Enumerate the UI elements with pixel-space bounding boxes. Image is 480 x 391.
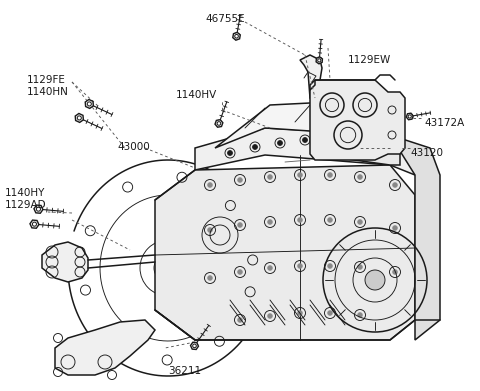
Text: 1140HY: 1140HY bbox=[5, 188, 46, 198]
Polygon shape bbox=[340, 140, 400, 165]
Polygon shape bbox=[300, 55, 322, 98]
Circle shape bbox=[238, 222, 242, 228]
Text: 46755E: 46755E bbox=[205, 14, 245, 24]
FancyBboxPatch shape bbox=[385, 134, 395, 146]
Circle shape bbox=[277, 140, 283, 145]
Circle shape bbox=[318, 59, 321, 62]
Circle shape bbox=[377, 136, 383, 140]
Text: 1129EW: 1129EW bbox=[348, 55, 391, 65]
Circle shape bbox=[77, 116, 81, 120]
Circle shape bbox=[238, 178, 242, 183]
Circle shape bbox=[327, 136, 333, 140]
Polygon shape bbox=[195, 128, 415, 175]
Circle shape bbox=[298, 264, 302, 269]
Circle shape bbox=[396, 140, 400, 145]
Text: 43120: 43120 bbox=[410, 148, 443, 158]
Polygon shape bbox=[310, 80, 405, 160]
Polygon shape bbox=[316, 57, 323, 64]
Circle shape bbox=[267, 314, 273, 319]
FancyBboxPatch shape bbox=[355, 134, 365, 146]
Text: 43172A: 43172A bbox=[424, 118, 464, 128]
Polygon shape bbox=[34, 205, 43, 213]
FancyBboxPatch shape bbox=[340, 139, 350, 151]
Circle shape bbox=[207, 276, 213, 280]
Circle shape bbox=[327, 264, 333, 269]
Circle shape bbox=[87, 102, 91, 106]
Circle shape bbox=[327, 217, 333, 222]
Polygon shape bbox=[155, 165, 415, 340]
FancyBboxPatch shape bbox=[63, 343, 109, 365]
Polygon shape bbox=[75, 113, 84, 122]
Polygon shape bbox=[42, 242, 88, 282]
Text: 1129FE: 1129FE bbox=[27, 75, 66, 85]
Text: 1129AD: 1129AD bbox=[5, 200, 47, 210]
Circle shape bbox=[207, 228, 213, 233]
Circle shape bbox=[36, 207, 40, 211]
Circle shape bbox=[327, 310, 333, 316]
Circle shape bbox=[365, 270, 385, 290]
Polygon shape bbox=[85, 99, 94, 108]
Polygon shape bbox=[215, 120, 223, 127]
Circle shape bbox=[358, 174, 362, 179]
Text: 43000: 43000 bbox=[117, 142, 150, 152]
Polygon shape bbox=[406, 113, 413, 120]
Circle shape bbox=[408, 115, 411, 118]
Circle shape bbox=[235, 34, 239, 38]
Polygon shape bbox=[30, 220, 39, 228]
Circle shape bbox=[298, 310, 302, 316]
Circle shape bbox=[238, 269, 242, 274]
Polygon shape bbox=[390, 135, 440, 340]
Circle shape bbox=[238, 317, 242, 323]
Circle shape bbox=[298, 172, 302, 178]
Circle shape bbox=[252, 145, 257, 149]
Circle shape bbox=[267, 174, 273, 179]
Circle shape bbox=[393, 269, 397, 274]
Circle shape bbox=[358, 312, 362, 317]
Circle shape bbox=[352, 135, 358, 140]
Text: 36211: 36211 bbox=[168, 366, 201, 376]
Polygon shape bbox=[191, 342, 198, 350]
Circle shape bbox=[228, 151, 232, 156]
Circle shape bbox=[393, 183, 397, 188]
Circle shape bbox=[33, 222, 36, 226]
Circle shape bbox=[298, 217, 302, 222]
Text: 1140HN: 1140HN bbox=[27, 87, 69, 97]
Circle shape bbox=[393, 226, 397, 231]
Circle shape bbox=[358, 219, 362, 224]
Circle shape bbox=[267, 265, 273, 271]
Circle shape bbox=[217, 122, 221, 125]
Polygon shape bbox=[55, 320, 155, 375]
Polygon shape bbox=[233, 32, 240, 40]
Circle shape bbox=[302, 138, 308, 142]
Circle shape bbox=[207, 183, 213, 188]
Polygon shape bbox=[215, 100, 400, 148]
Text: 1140HV: 1140HV bbox=[176, 90, 217, 100]
Circle shape bbox=[327, 172, 333, 178]
Circle shape bbox=[358, 264, 362, 269]
FancyBboxPatch shape bbox=[370, 132, 380, 144]
Circle shape bbox=[192, 344, 196, 348]
Circle shape bbox=[267, 219, 273, 224]
